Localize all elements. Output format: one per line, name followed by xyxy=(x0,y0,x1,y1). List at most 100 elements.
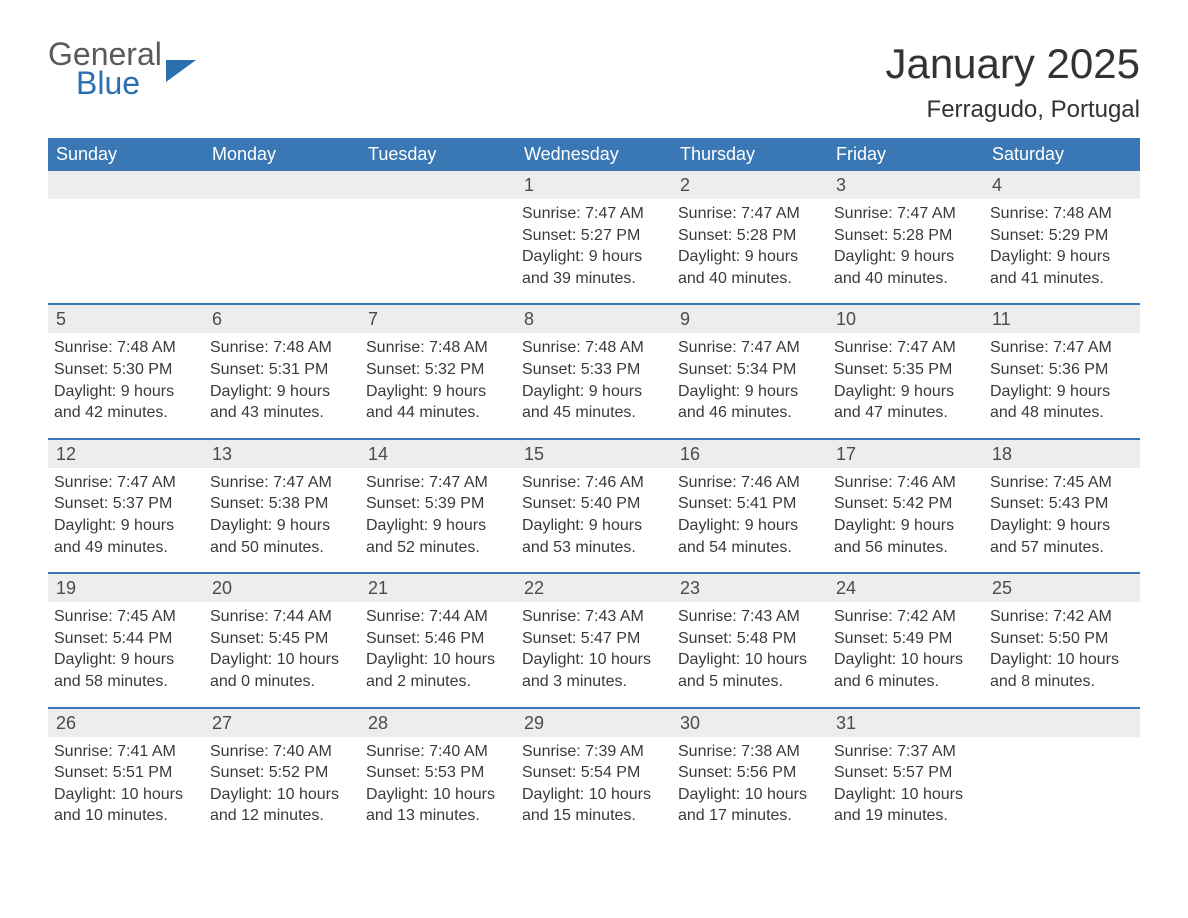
calendar-week-row: 12Sunrise: 7:47 AMSunset: 5:37 PMDayligh… xyxy=(48,438,1140,572)
day-number: 17 xyxy=(828,440,984,468)
day-detail: Sunrise: 7:48 AMSunset: 5:31 PMDaylight:… xyxy=(204,333,360,437)
daylight-text: Daylight: 9 hours and 39 minutes. xyxy=(522,246,666,289)
location-label: Ferragudo, Portugal xyxy=(885,96,1140,124)
sunrise-text: Sunrise: 7:48 AM xyxy=(54,337,198,359)
sunrise-text: Sunrise: 7:47 AM xyxy=(366,472,510,494)
daylight-text: Daylight: 9 hours and 58 minutes. xyxy=(54,649,198,692)
calendar-day-cell: 26Sunrise: 7:41 AMSunset: 5:51 PMDayligh… xyxy=(48,709,204,841)
daylight-text: Daylight: 10 hours and 10 minutes. xyxy=(54,784,198,827)
weekday-header: Tuesday xyxy=(360,138,516,171)
sunrise-text: Sunrise: 7:37 AM xyxy=(834,741,978,763)
daylight-text: Daylight: 10 hours and 3 minutes. xyxy=(522,649,666,692)
sunrise-text: Sunrise: 7:40 AM xyxy=(210,741,354,763)
daylight-text: Daylight: 9 hours and 41 minutes. xyxy=(990,246,1134,289)
day-detail: Sunrise: 7:46 AMSunset: 5:42 PMDaylight:… xyxy=(828,468,984,572)
day-detail: Sunrise: 7:44 AMSunset: 5:46 PMDaylight:… xyxy=(360,602,516,706)
day-detail: Sunrise: 7:40 AMSunset: 5:53 PMDaylight:… xyxy=(360,737,516,841)
day-number xyxy=(48,171,204,199)
calendar-day-cell xyxy=(984,709,1140,841)
brand-logo: General Blue xyxy=(48,40,196,98)
daylight-text: Daylight: 10 hours and 12 minutes. xyxy=(210,784,354,827)
day-detail xyxy=(360,199,516,217)
day-number: 26 xyxy=(48,709,204,737)
calendar-day-cell: 7Sunrise: 7:48 AMSunset: 5:32 PMDaylight… xyxy=(360,305,516,437)
weekday-header: Wednesday xyxy=(516,138,672,171)
calendar-day-cell: 4Sunrise: 7:48 AMSunset: 5:29 PMDaylight… xyxy=(984,171,1140,303)
weekday-header: Thursday xyxy=(672,138,828,171)
day-number: 9 xyxy=(672,305,828,333)
day-detail: Sunrise: 7:47 AMSunset: 5:27 PMDaylight:… xyxy=(516,199,672,303)
sunset-text: Sunset: 5:38 PM xyxy=(210,493,354,515)
day-number: 27 xyxy=(204,709,360,737)
calendar-week-row: 5 Sunrise: 7:48 AMSunset: 5:30 PM Daylight… xyxy=(48,303,1140,437)
weekday-header: Friday xyxy=(828,138,984,171)
daylight-text: Daylight: 9 hours and 40 minutes. xyxy=(678,246,822,289)
calendar-day-cell: 11Sunrise: 7:47 AMSunset: 5:36 PMDayligh… xyxy=(984,305,1140,437)
day-number: 29 xyxy=(516,709,672,737)
day-number: 24 xyxy=(828,574,984,602)
sunset-text: Sunset: 5:30 PM xyxy=(54,359,198,381)
day-number: 31 xyxy=(828,709,984,737)
sunset-text: Sunset: 5:28 PM xyxy=(678,225,822,247)
day-number: 10 xyxy=(828,305,984,333)
day-number: 21 xyxy=(360,574,516,602)
day-detail xyxy=(984,737,1140,755)
calendar-day-cell: 12Sunrise: 7:47 AMSunset: 5:37 PMDayligh… xyxy=(48,440,204,572)
day-detail: Sunrise: 7:46 AMSunset: 5:41 PMDaylight:… xyxy=(672,468,828,572)
day-number: 7 xyxy=(360,305,516,333)
calendar-day-cell: 19Sunrise: 7:45 AMSunset: 5:44 PMDayligh… xyxy=(48,574,204,706)
day-number: 13 xyxy=(204,440,360,468)
daylight-text: Daylight: 9 hours and 50 minutes. xyxy=(210,515,354,558)
sunset-text: Sunset: 5:51 PM xyxy=(54,762,198,784)
day-detail: Sunrise: 7:45 AMSunset: 5:43 PMDaylight:… xyxy=(984,468,1140,572)
sunrise-text: Sunrise: 7:45 AM xyxy=(990,472,1134,494)
day-detail: Sunrise: 7:42 AMSunset: 5:49 PMDaylight:… xyxy=(828,602,984,706)
sunrise-text: Sunrise: 7:44 AM xyxy=(366,606,510,628)
sunrise-text: Sunrise: 7:47 AM xyxy=(210,472,354,494)
sunrise-text: Sunrise: 7:47 AM xyxy=(522,203,666,225)
daylight-text: Daylight: 10 hours and 6 minutes. xyxy=(834,649,978,692)
weekday-header: Sunday xyxy=(48,138,204,171)
day-detail: Sunrise: 7:38 AMSunset: 5:56 PMDaylight:… xyxy=(672,737,828,841)
day-number: 16 xyxy=(672,440,828,468)
daylight-text: Daylight: 9 hours and 47 minutes. xyxy=(834,381,978,424)
calendar: SundayMondayTuesdayWednesdayThursdayFrid… xyxy=(48,138,1140,841)
daylight-text: Daylight: 10 hours and 17 minutes. xyxy=(678,784,822,827)
sunrise-text: Sunrise: 7:46 AM xyxy=(834,472,978,494)
month-title: January 2025 xyxy=(885,40,1140,88)
daylight-text: Daylight: 9 hours and 40 minutes. xyxy=(834,246,978,289)
daylight-text: Daylight: 9 hours and 44 minutes. xyxy=(366,381,510,424)
day-detail: Sunrise: 7:43 AMSunset: 5:47 PMDaylight:… xyxy=(516,602,672,706)
sunset-text: Sunset: 5:28 PM xyxy=(834,225,978,247)
day-detail: Sunrise: 7:43 AMSunset: 5:48 PMDaylight:… xyxy=(672,602,828,706)
day-detail: Sunrise: 7:48 AMSunset: 5:33 PMDaylight:… xyxy=(516,333,672,437)
day-number xyxy=(984,709,1140,737)
day-number: 5 xyxy=(48,305,204,333)
day-detail xyxy=(48,199,204,217)
sunset-text: Sunset: 5:49 PM xyxy=(834,628,978,650)
day-detail: Sunrise: 7:40 AMSunset: 5:52 PMDaylight:… xyxy=(204,737,360,841)
calendar-day-cell: 24Sunrise: 7:42 AMSunset: 5:49 PMDayligh… xyxy=(828,574,984,706)
brand-part2: Blue xyxy=(76,69,162,98)
day-detail: Sunrise: 7:45 AMSunset: 5:44 PMDaylight:… xyxy=(48,602,204,706)
day-detail: Sunrise: 7:48 AMSunset: 5:32 PMDaylight:… xyxy=(360,333,516,437)
weekday-header: Monday xyxy=(204,138,360,171)
calendar-day-cell: 27Sunrise: 7:40 AMSunset: 5:52 PMDayligh… xyxy=(204,709,360,841)
day-number: 23 xyxy=(672,574,828,602)
sunrise-text: Sunrise: 7:45 AM xyxy=(54,606,198,628)
daylight-text: Daylight: 9 hours and 45 minutes. xyxy=(522,381,666,424)
daylight-text: Daylight: 9 hours and 52 minutes. xyxy=(366,515,510,558)
daylight-text: Daylight: 10 hours and 2 minutes. xyxy=(366,649,510,692)
sunrise-text: Sunrise: 7:42 AM xyxy=(834,606,978,628)
daylight-text: Daylight: 10 hours and 0 minutes. xyxy=(210,649,354,692)
sunset-text: Sunset: 5:53 PM xyxy=(366,762,510,784)
day-detail: Sunrise: 7:47 AMSunset: 5:28 PMDaylight:… xyxy=(672,199,828,303)
daylight-text: Daylight: 9 hours and 49 minutes. xyxy=(54,515,198,558)
calendar-week-row: 1Sunrise: 7:47 AMSunset: 5:27 PMDaylight… xyxy=(48,171,1140,303)
sunset-text: Sunset: 5:48 PM xyxy=(678,628,822,650)
day-number: 8 xyxy=(516,305,672,333)
day-number: 22 xyxy=(516,574,672,602)
header: General Blue January 2025 Ferragudo, Por… xyxy=(48,40,1140,124)
daylight-text: Daylight: 10 hours and 19 minutes. xyxy=(834,784,978,827)
calendar-day-cell: 31Sunrise: 7:37 AMSunset: 5:57 PMDayligh… xyxy=(828,709,984,841)
